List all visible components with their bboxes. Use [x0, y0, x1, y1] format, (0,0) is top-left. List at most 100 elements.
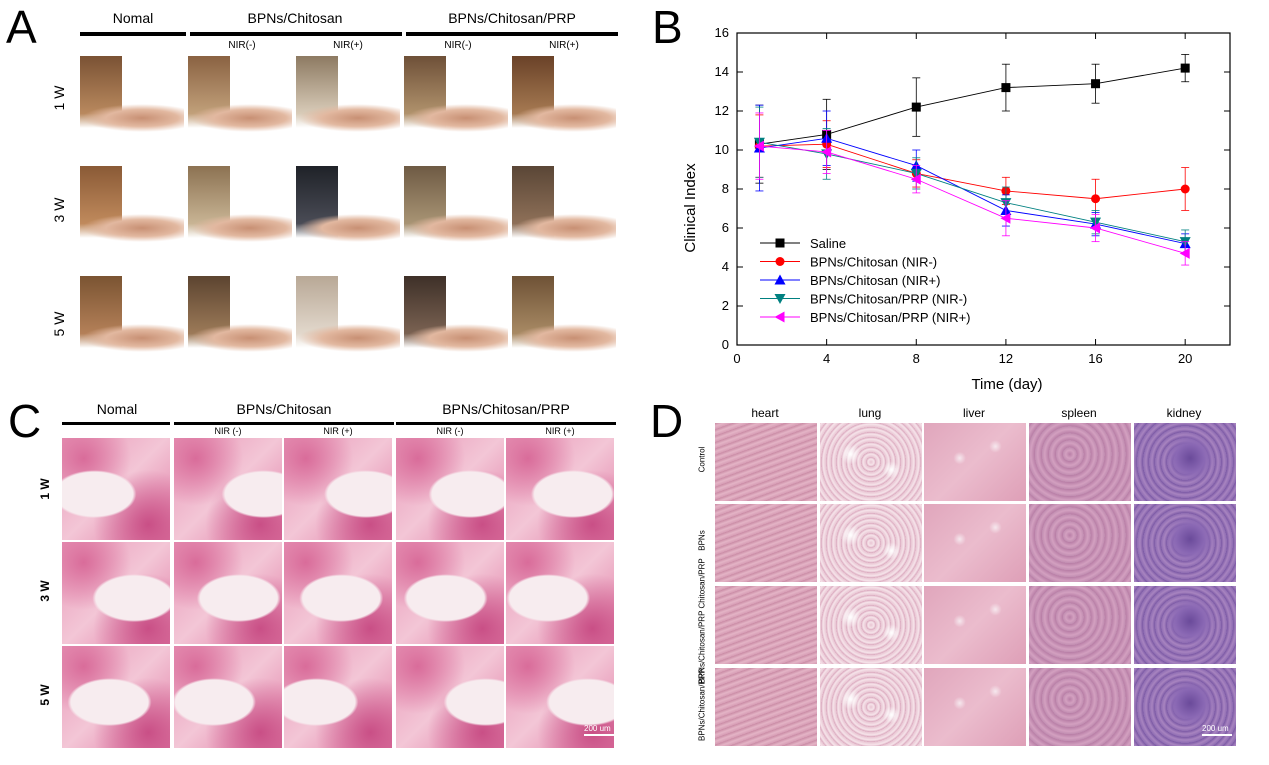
panel-c-subheader: NIR (+) [323, 426, 353, 436]
panel-label-d: D [650, 395, 684, 447]
organ-histology-image [820, 504, 922, 582]
x-tick-label: 8 [913, 351, 920, 366]
y-tick-label: 2 [722, 298, 729, 313]
legend-label: Saline [810, 236, 846, 251]
joint-histology-image [174, 438, 282, 540]
data-point [1090, 222, 1101, 234]
organ-histology-image [715, 423, 817, 501]
panel-a-header-bpns-chitosan: BPNs/Chitosan [247, 10, 343, 26]
organ-histology-image [715, 668, 817, 746]
joint-histology-image [62, 646, 170, 748]
series-line [759, 141, 1186, 243]
panel-c-scale-label: 200 um [584, 724, 611, 733]
data-point [1180, 63, 1190, 73]
x-tick-label: 4 [823, 351, 830, 366]
organ-histology-image [820, 586, 922, 664]
organ-histology-image [715, 586, 817, 664]
panel-d-col-liver: liver [962, 406, 985, 420]
organ-histology-image [1134, 668, 1236, 746]
panel-c-subheader: NIR (-) [436, 426, 464, 436]
panel-a-row-label: 1 W [51, 85, 67, 111]
panel-a-header-bar [80, 32, 186, 36]
joint-histology-image [174, 542, 282, 644]
panel-d-col-kidney: kidney [1166, 406, 1202, 420]
legend-label: BPNs/Chitosan/PRP (NIR-) [810, 292, 967, 307]
panel-c-header-bar [174, 422, 394, 425]
panel-c-header-bpns-chitosan-prp: BPNs/Chitosan/PRP [442, 401, 570, 417]
y-tick-label: 10 [715, 142, 729, 157]
organ-histology-image [820, 423, 922, 501]
joint-histology-image [62, 542, 170, 644]
data-point [911, 102, 921, 112]
panel-a-subheader: NIR(+) [333, 40, 363, 51]
x-tick-label: 20 [1178, 351, 1192, 366]
panel-a-header-bar [406, 32, 618, 36]
panel-a-row-label: 3 W [51, 197, 67, 223]
paw-photo [80, 166, 184, 272]
paw-photo [404, 276, 508, 382]
y-tick-label: 14 [715, 64, 729, 79]
paw-photo [80, 56, 184, 162]
panel-d-scale-line [1202, 734, 1232, 736]
panel-d-col-heart: heart [751, 406, 779, 420]
panel-c-header-normal: Nomal [96, 401, 138, 417]
paw-photo [296, 276, 400, 382]
panel-d-scale-label: 200 um [1202, 724, 1229, 733]
paw-photo [512, 276, 616, 382]
joint-histology-image [506, 438, 614, 540]
panel-c-row-label: 5 W [38, 684, 52, 706]
x-tick-label: 16 [1088, 351, 1102, 366]
paw-photo [404, 166, 508, 272]
panel-a-header-bpns-chitosan-prp: BPNs/Chitosan/PRP [448, 10, 576, 26]
organ-histology-image [1029, 423, 1131, 501]
y-tick-label: 4 [722, 259, 729, 274]
panel-a-header-bar [190, 32, 402, 36]
paw-photo [296, 56, 400, 162]
panel-c-scale-bar: 200 um [584, 724, 614, 736]
organ-histology-image [1029, 586, 1131, 664]
joint-histology-image [284, 438, 392, 540]
organ-histology-image [1134, 504, 1236, 582]
x-tick-label: 12 [999, 351, 1013, 366]
series-4 [753, 112, 1190, 266]
data-point [1000, 212, 1011, 224]
paw-photo [404, 56, 508, 162]
chart-series [753, 54, 1191, 266]
data-point [775, 257, 785, 266]
series-2 [753, 104, 1191, 254]
series-line [759, 143, 1186, 200]
series-1 [754, 114, 1190, 219]
organ-histology-image [1029, 504, 1131, 582]
organ-histology-image [924, 423, 1026, 501]
paw-photo [188, 166, 292, 272]
panel-a-subheader: NIR(-) [444, 40, 472, 51]
series-3 [753, 106, 1191, 254]
paw-photo [80, 276, 184, 382]
panel-d-scale-bar: 200 um [1202, 724, 1232, 736]
panel-c-header-bpns-chitosan: BPNs/Chitosan [236, 401, 332, 417]
paw-photo [512, 166, 616, 272]
data-point [910, 173, 921, 185]
x-tick-label: 0 [733, 351, 740, 366]
paw-photo [188, 56, 292, 162]
panel-a-subheader: NIR(+) [549, 40, 579, 51]
panel-d-col-lung: lung [858, 406, 882, 420]
organ-histology-image [924, 504, 1026, 582]
data-point [1180, 184, 1190, 194]
joint-histology-image [174, 646, 282, 748]
y-tick-label: 16 [715, 25, 729, 40]
data-point [774, 274, 786, 285]
legend-label: BPNs/Chitosan (NIR-) [810, 255, 937, 270]
chart-legend: Saline BPNs/Chitosan (NIR-) BPNs/Chitosan … [760, 236, 971, 325]
joint-histology-image [62, 438, 170, 540]
y-axis-label: Clinical Index [682, 163, 699, 253]
series-line [759, 67, 1186, 145]
joint-histology-image [506, 646, 614, 748]
panel-c-row-label: 1 W [38, 478, 52, 500]
joint-histology-image [396, 542, 504, 644]
data-point [1091, 79, 1101, 89]
panel-label-c: C [8, 395, 42, 447]
legend-label: BPNs/Chitosan (NIR+) [810, 273, 940, 288]
panel-c-subheader: NIR (+) [545, 426, 575, 436]
panel-d-row-label: Control [697, 446, 707, 473]
